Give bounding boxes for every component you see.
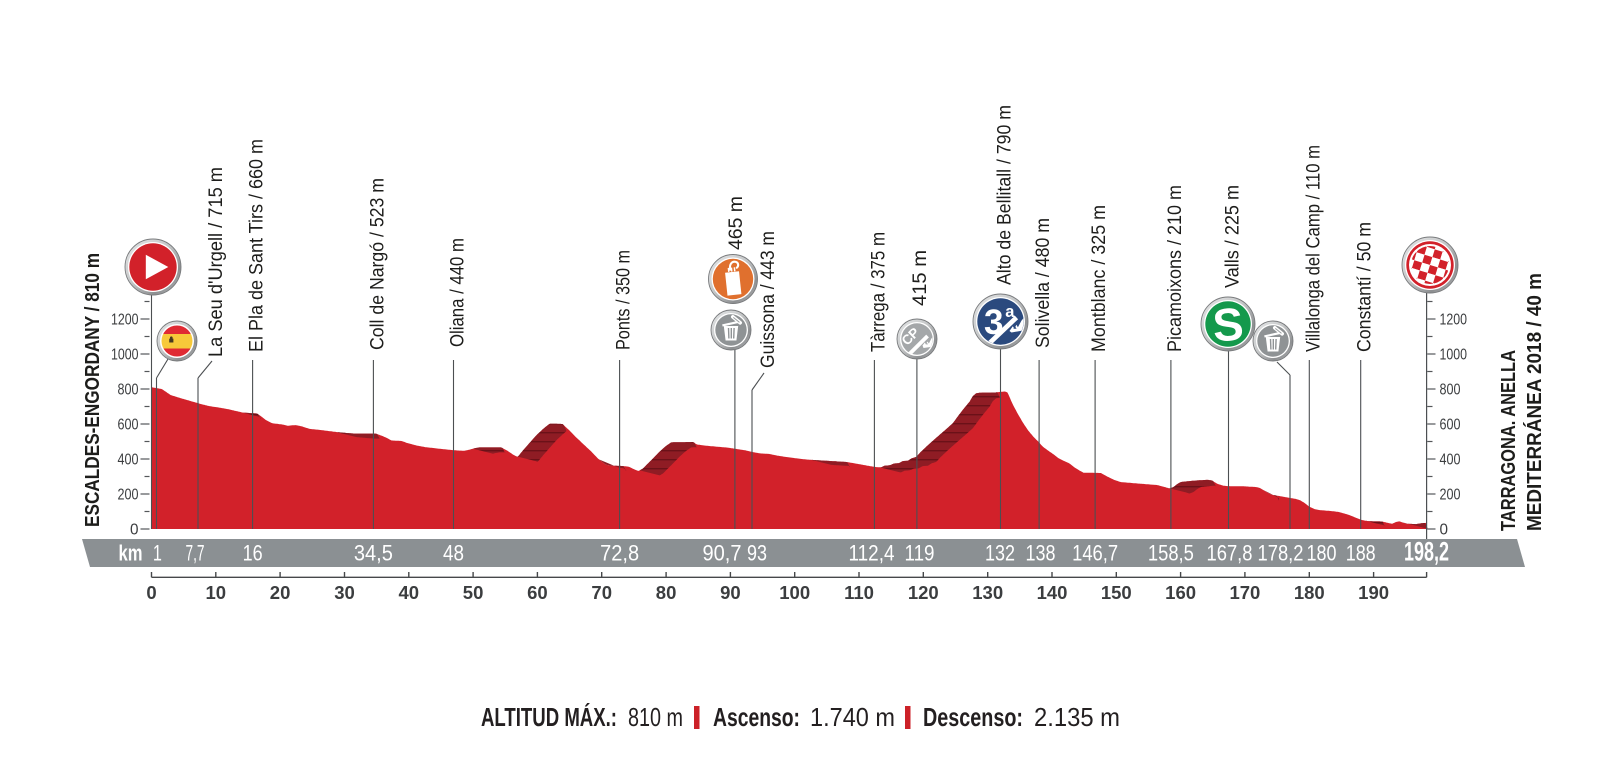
svg-text:132: 132 — [985, 541, 1015, 566]
svg-text:190: 190 — [1358, 582, 1389, 603]
svg-text:0: 0 — [146, 582, 156, 603]
svg-text:100: 100 — [779, 582, 810, 603]
svg-text:TARRAGONA. ANELLA: TARRAGONA. ANELLA — [1497, 350, 1520, 531]
svg-text:1000: 1000 — [111, 347, 139, 364]
svg-text:198,2: 198,2 — [1404, 537, 1449, 567]
svg-text:70: 70 — [591, 582, 612, 603]
svg-text:800: 800 — [118, 382, 139, 399]
svg-text:7,7: 7,7 — [186, 541, 205, 566]
svg-text:20: 20 — [270, 582, 291, 603]
svg-text:Solivella / 480 m: Solivella / 480 m — [1033, 218, 1054, 348]
svg-text:Coll de Nargó / 523 m: Coll de Nargó / 523 m — [367, 178, 388, 350]
svg-text:158,5: 158,5 — [1148, 541, 1194, 566]
svg-text:90,7: 90,7 — [703, 541, 742, 566]
svg-text:160: 160 — [1165, 582, 1196, 603]
svg-text:Alto de Bellitall / 790 m: Alto de Bellitall / 790 m — [995, 105, 1016, 285]
svg-text:Constantí / 50 m: Constantí / 50 m — [1355, 222, 1376, 352]
svg-text:110: 110 — [844, 582, 874, 603]
svg-text:La Seu d'Urgell / 715 m: La Seu d'Urgell / 715 m — [206, 167, 227, 357]
svg-text:Guissona / 443 m: Guissona / 443 m — [758, 231, 779, 368]
svg-text:60: 60 — [527, 582, 548, 603]
svg-text:3: 3 — [984, 303, 1003, 342]
svg-text:200: 200 — [118, 487, 139, 504]
svg-text:600: 600 — [1440, 417, 1461, 434]
svg-text:34,5: 34,5 — [354, 541, 393, 566]
svg-text:ALTITUD MÁX.:: ALTITUD MÁX.: — [481, 702, 617, 732]
svg-text:90: 90 — [720, 582, 741, 603]
svg-text:a: a — [1005, 303, 1015, 321]
svg-text:Descenso:: Descenso: — [923, 702, 1023, 732]
svg-text:Ponts / 350 m: Ponts / 350 m — [614, 250, 635, 350]
svg-text:188: 188 — [1346, 541, 1376, 566]
svg-text:1000: 1000 — [1440, 347, 1468, 364]
svg-text:120: 120 — [908, 582, 939, 603]
svg-text:30: 30 — [334, 582, 355, 603]
svg-text:600: 600 — [118, 417, 139, 434]
svg-text:93: 93 — [747, 541, 767, 566]
svg-text:10: 10 — [206, 582, 227, 603]
svg-text:112,4: 112,4 — [849, 541, 895, 566]
svg-text:km: km — [119, 541, 143, 566]
svg-text:2.135 m: 2.135 m — [1034, 702, 1120, 732]
svg-text:400: 400 — [1440, 452, 1461, 469]
svg-text:180: 180 — [1294, 582, 1325, 603]
svg-text:50: 50 — [463, 582, 484, 603]
svg-text:80: 80 — [656, 582, 677, 603]
svg-text:0: 0 — [130, 522, 139, 539]
svg-text:167,8: 167,8 — [1207, 541, 1253, 566]
svg-text:150: 150 — [1101, 582, 1132, 603]
svg-text:119: 119 — [905, 541, 935, 566]
svg-text:400: 400 — [118, 452, 139, 469]
svg-text:415 m: 415 m — [910, 250, 931, 306]
svg-text:S: S — [1211, 297, 1245, 351]
svg-text:Picamoixons / 210 m: Picamoixons / 210 m — [1165, 185, 1186, 352]
svg-text:130: 130 — [972, 582, 1003, 603]
svg-text:140: 140 — [1037, 582, 1068, 603]
svg-text:48: 48 — [443, 541, 464, 566]
svg-text:1200: 1200 — [111, 312, 139, 329]
svg-text:1200: 1200 — [1440, 312, 1468, 329]
svg-text:800: 800 — [1440, 382, 1461, 399]
svg-text:180: 180 — [1307, 541, 1337, 566]
svg-text:Ascenso:: Ascenso: — [713, 702, 800, 732]
svg-text:Tàrrega / 375 m: Tàrrega / 375 m — [868, 232, 889, 352]
svg-text:170: 170 — [1229, 582, 1260, 603]
svg-text:Valls / 225 m: Valls / 225 m — [1223, 185, 1244, 288]
svg-text:178,2: 178,2 — [1258, 541, 1304, 566]
svg-text:146,7: 146,7 — [1072, 541, 1118, 566]
svg-text:Montblanc / 325 m: Montblanc / 325 m — [1089, 205, 1110, 352]
svg-text:138: 138 — [1026, 541, 1056, 566]
svg-text:Oliana / 440 m: Oliana / 440 m — [448, 238, 469, 347]
svg-text:Villalonga del Camp / 110 m: Villalonga del Camp / 110 m — [1303, 145, 1324, 352]
svg-text:72,8: 72,8 — [600, 541, 639, 566]
svg-text:MEDITERRÁNEA 2018 / 40 m: MEDITERRÁNEA 2018 / 40 m — [1523, 273, 1546, 531]
svg-text:200: 200 — [1440, 487, 1461, 504]
svg-text:465 m: 465 m — [726, 196, 747, 250]
svg-text:0: 0 — [1440, 522, 1449, 539]
svg-text:El Pla de Sant Tirs / 660 m: El Pla de Sant Tirs / 660 m — [247, 139, 268, 352]
svg-text:810 m: 810 m — [628, 702, 683, 732]
svg-text:1: 1 — [153, 541, 162, 566]
svg-text:16: 16 — [243, 541, 263, 566]
svg-text:1.740 m: 1.740 m — [810, 702, 895, 732]
svg-text:40: 40 — [399, 582, 420, 603]
svg-text:ESCALDES-ENGORDANY / 810 m: ESCALDES-ENGORDANY / 810 m — [81, 253, 104, 527]
